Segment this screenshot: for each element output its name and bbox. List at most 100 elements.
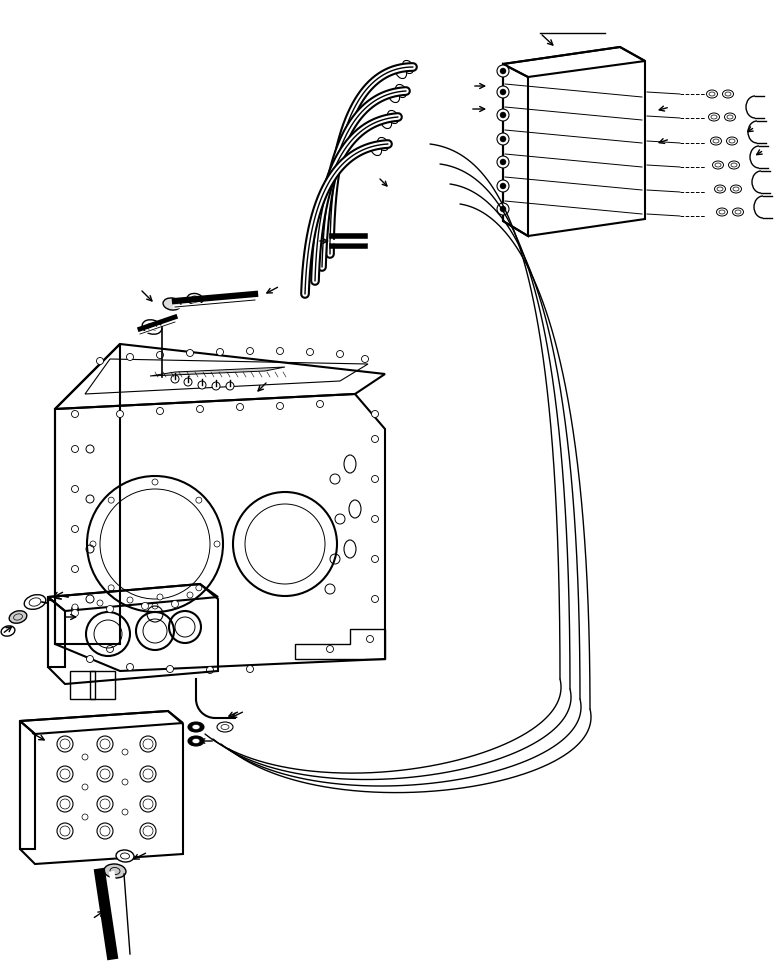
Circle shape [361,357,368,363]
Ellipse shape [217,723,233,732]
Ellipse shape [378,138,389,152]
Ellipse shape [9,611,27,624]
Circle shape [327,646,334,653]
Ellipse shape [711,137,721,146]
Ellipse shape [402,62,413,75]
Circle shape [156,352,163,359]
Circle shape [172,601,179,608]
Ellipse shape [104,864,126,878]
Circle shape [497,134,509,146]
Circle shape [497,204,509,216]
Circle shape [171,376,179,383]
Circle shape [71,610,78,617]
Circle shape [90,541,96,548]
Circle shape [198,382,206,389]
Circle shape [71,446,78,453]
Ellipse shape [388,111,399,124]
Circle shape [108,498,114,504]
Circle shape [500,90,506,96]
Circle shape [71,411,78,418]
Circle shape [500,136,506,143]
Circle shape [500,112,506,119]
Circle shape [107,646,114,653]
Circle shape [87,655,94,663]
Circle shape [246,666,254,673]
Circle shape [214,541,220,548]
Ellipse shape [707,91,717,99]
Circle shape [317,401,324,408]
Ellipse shape [1,627,15,636]
Circle shape [82,814,88,820]
Circle shape [122,750,128,755]
Ellipse shape [732,209,744,217]
Circle shape [122,779,128,785]
Circle shape [187,592,193,599]
Circle shape [122,809,128,815]
Circle shape [497,86,509,99]
Ellipse shape [187,294,203,306]
Circle shape [212,382,220,390]
Circle shape [82,754,88,760]
Circle shape [196,585,202,591]
Ellipse shape [24,595,46,609]
Circle shape [217,349,224,357]
Circle shape [372,596,378,603]
Ellipse shape [731,185,741,194]
Circle shape [72,604,78,610]
Circle shape [152,604,158,609]
Circle shape [126,355,133,361]
Circle shape [127,598,133,604]
Ellipse shape [192,739,200,744]
Circle shape [166,666,173,673]
Circle shape [307,349,313,357]
Ellipse shape [727,137,738,146]
Ellipse shape [116,850,134,862]
Ellipse shape [396,66,406,80]
Circle shape [372,411,378,418]
Ellipse shape [163,299,181,310]
Ellipse shape [714,185,725,194]
Circle shape [372,516,378,523]
Circle shape [126,664,133,671]
Ellipse shape [396,86,406,98]
Ellipse shape [728,161,739,170]
Circle shape [97,358,104,365]
Ellipse shape [724,114,735,122]
Circle shape [142,603,149,610]
Ellipse shape [188,723,204,732]
Circle shape [196,498,202,504]
Circle shape [108,585,114,591]
Circle shape [82,784,88,790]
Circle shape [71,486,78,493]
Circle shape [156,408,163,415]
Circle shape [372,555,378,563]
Ellipse shape [381,116,392,130]
Circle shape [117,411,124,418]
Circle shape [246,348,254,356]
Circle shape [367,636,374,643]
Circle shape [226,382,234,390]
Circle shape [497,66,509,78]
Ellipse shape [389,90,399,104]
Circle shape [276,403,283,410]
Circle shape [497,157,509,169]
Circle shape [500,69,506,75]
Circle shape [372,476,378,483]
Circle shape [500,207,506,212]
Circle shape [71,605,78,613]
Ellipse shape [717,209,728,217]
Circle shape [184,379,192,386]
Circle shape [187,350,194,357]
Ellipse shape [142,320,162,334]
Ellipse shape [192,725,200,729]
Circle shape [107,605,114,613]
Circle shape [276,348,283,356]
Ellipse shape [722,91,734,99]
Circle shape [497,181,509,193]
Circle shape [500,160,506,166]
Ellipse shape [708,114,720,122]
Ellipse shape [371,143,382,157]
Circle shape [207,667,214,674]
Circle shape [152,480,158,485]
Ellipse shape [188,736,204,747]
